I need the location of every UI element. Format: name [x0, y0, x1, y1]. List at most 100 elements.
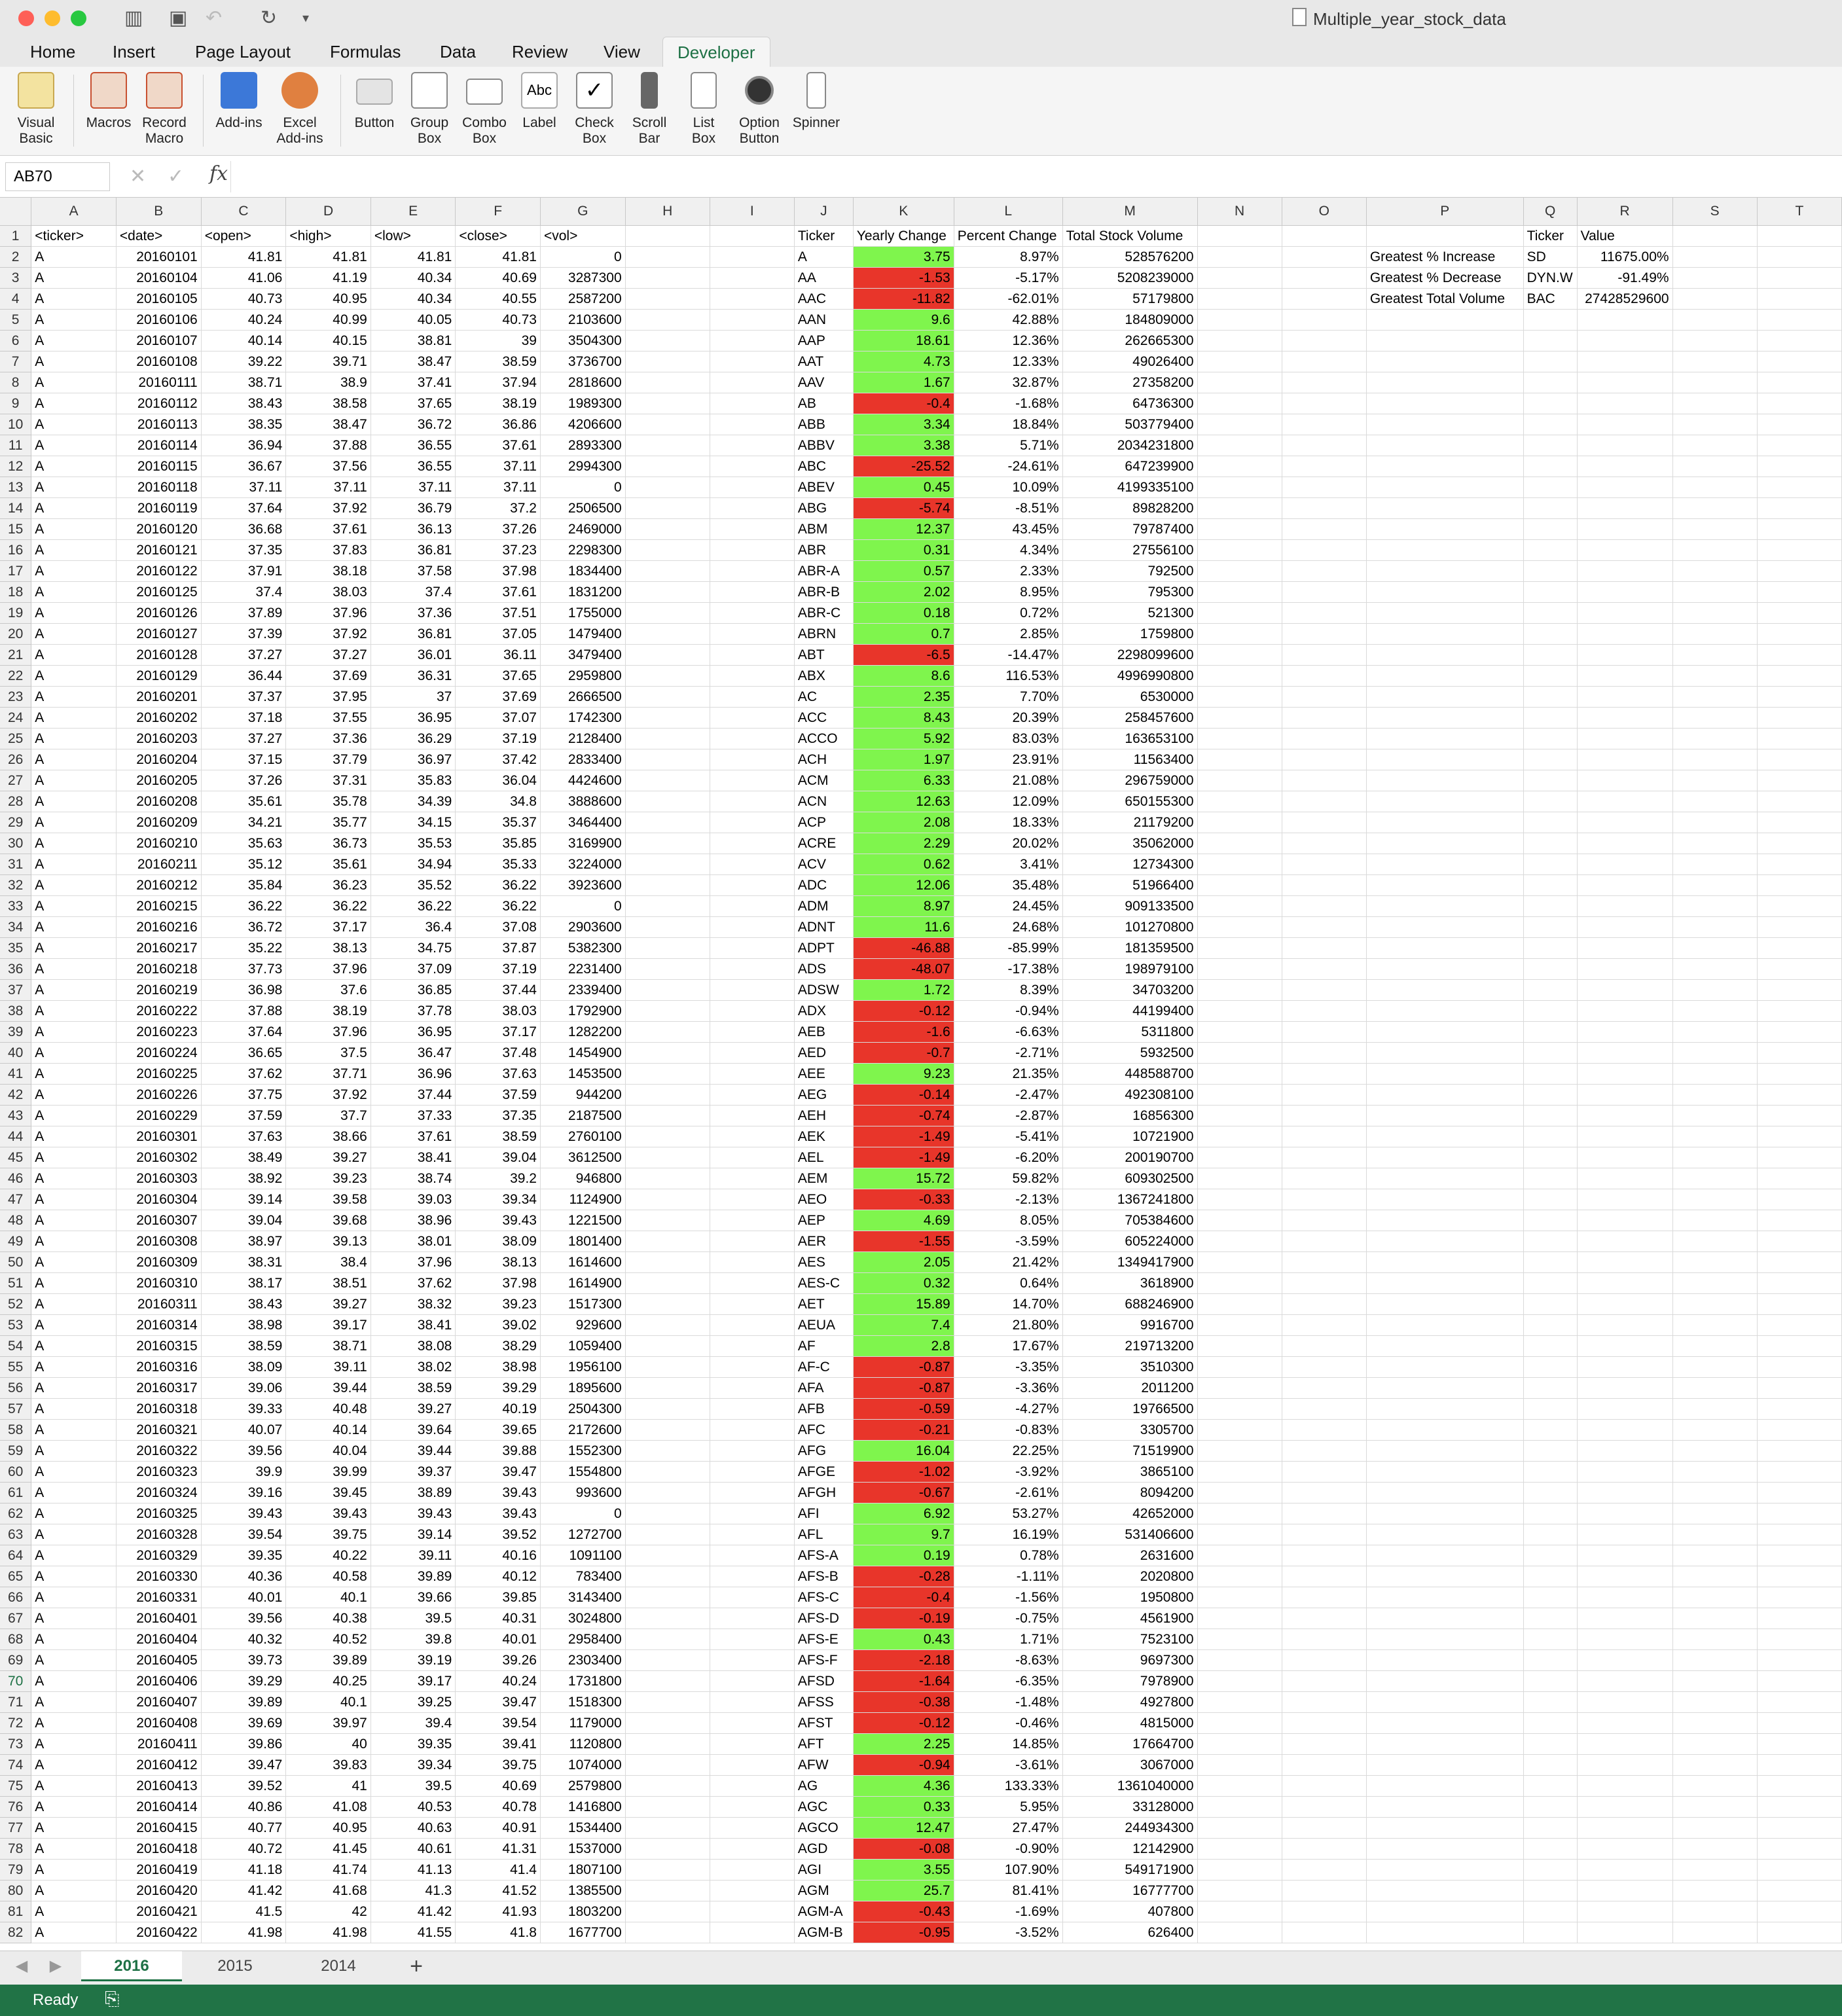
cell-e60[interactable]: 39.37 — [370, 1461, 456, 1483]
cell-m6[interactable]: 262665300 — [1062, 330, 1198, 351]
cell-q39[interactable] — [1523, 1021, 1578, 1043]
cell-t28[interactable] — [1757, 791, 1842, 812]
cell-c80[interactable]: 41.42 — [201, 1880, 287, 1901]
cell-a64[interactable]: A — [31, 1545, 117, 1566]
cell-k71[interactable]: -0.38 — [853, 1691, 954, 1713]
cell-r45[interactable] — [1577, 1147, 1673, 1168]
cell-n8[interactable] — [1197, 372, 1282, 393]
cell-r33[interactable] — [1577, 895, 1673, 917]
cell-j29[interactable]: ACP — [794, 812, 854, 833]
cell-f16[interactable]: 37.23 — [455, 539, 541, 561]
cell-e33[interactable]: 36.22 — [370, 895, 456, 917]
cell-r53[interactable] — [1577, 1314, 1673, 1336]
cell-p4[interactable]: Greatest Total Volume — [1366, 288, 1524, 310]
cell-p3[interactable]: Greatest % Decrease — [1366, 267, 1524, 289]
cell-j76[interactable]: AGC — [794, 1796, 854, 1818]
cell-q75[interactable] — [1523, 1775, 1578, 1797]
row-header[interactable]: 79 — [0, 1859, 32, 1881]
cell-o26[interactable] — [1282, 749, 1367, 770]
cell-l51[interactable]: 0.64% — [954, 1272, 1063, 1294]
cell-k18[interactable]: 2.02 — [853, 581, 954, 603]
cell-s20[interactable] — [1672, 623, 1758, 645]
cell-h77[interactable] — [625, 1817, 710, 1839]
cell-c25[interactable]: 37.27 — [201, 728, 287, 749]
cell-c6[interactable]: 40.14 — [201, 330, 287, 351]
cell-n72[interactable] — [1197, 1712, 1282, 1734]
cell-c64[interactable]: 39.35 — [201, 1545, 287, 1566]
cell-o79[interactable] — [1282, 1859, 1367, 1881]
cell-t80[interactable] — [1757, 1880, 1842, 1901]
cell-s12[interactable] — [1672, 456, 1758, 477]
cell-c81[interactable]: 41.5 — [201, 1901, 287, 1922]
cell-o21[interactable] — [1282, 644, 1367, 666]
cell-f65[interactable]: 40.12 — [455, 1566, 541, 1587]
cell-q71[interactable] — [1523, 1691, 1578, 1713]
cell-j3[interactable]: AA — [794, 267, 854, 289]
cell-c75[interactable]: 39.52 — [201, 1775, 287, 1797]
cell-t32[interactable] — [1757, 874, 1842, 896]
cell-k49[interactable]: -1.55 — [853, 1231, 954, 1252]
cell-d57[interactable]: 40.48 — [285, 1398, 371, 1420]
cell-l36[interactable]: -17.38% — [954, 958, 1063, 980]
cell-r57[interactable] — [1577, 1398, 1673, 1420]
row-header[interactable]: 5 — [0, 309, 32, 331]
cell-m80[interactable]: 16777700 — [1062, 1880, 1198, 1901]
cell-i13[interactable] — [710, 477, 795, 498]
cell-f39[interactable]: 37.17 — [455, 1021, 541, 1043]
cell-n14[interactable] — [1197, 497, 1282, 519]
cell-m38[interactable]: 44199400 — [1062, 1000, 1198, 1022]
cell-a77[interactable]: A — [31, 1817, 117, 1839]
cell-d17[interactable]: 38.18 — [285, 560, 371, 582]
cell-r20[interactable] — [1577, 623, 1673, 645]
cell-p43[interactable] — [1366, 1105, 1524, 1126]
cell-s28[interactable] — [1672, 791, 1758, 812]
cell-j65[interactable]: AFS-B — [794, 1566, 854, 1587]
cell-t11[interactable] — [1757, 435, 1842, 456]
cell-m27[interactable]: 296759000 — [1062, 770, 1198, 791]
cell-s37[interactable] — [1672, 979, 1758, 1001]
cell-q16[interactable] — [1523, 539, 1578, 561]
cell-p1[interactable] — [1366, 225, 1524, 247]
row-header[interactable]: 42 — [0, 1084, 32, 1106]
cell-o73[interactable] — [1282, 1733, 1367, 1755]
cell-e49[interactable]: 38.01 — [370, 1231, 456, 1252]
cell-i1[interactable] — [710, 225, 795, 247]
cell-h23[interactable] — [625, 686, 710, 708]
cell-r50[interactable] — [1577, 1251, 1673, 1273]
cell-o14[interactable] — [1282, 497, 1367, 519]
cell-t45[interactable] — [1757, 1147, 1842, 1168]
cell-n51[interactable] — [1197, 1272, 1282, 1294]
cell-a2[interactable]: A — [31, 246, 117, 268]
cell-h21[interactable] — [625, 644, 710, 666]
cell-t14[interactable] — [1757, 497, 1842, 519]
cell-q53[interactable] — [1523, 1314, 1578, 1336]
cell-t39[interactable] — [1757, 1021, 1842, 1043]
cell-s34[interactable] — [1672, 916, 1758, 938]
cell-i9[interactable] — [710, 393, 795, 414]
cell-r54[interactable] — [1577, 1335, 1673, 1357]
cell-k3[interactable]: -1.53 — [853, 267, 954, 289]
cell-b45[interactable]: 20160302 — [116, 1147, 202, 1168]
customize-toolbar-icon[interactable]: ▾ — [302, 11, 310, 26]
cell-k62[interactable]: 6.92 — [853, 1503, 954, 1524]
row-header[interactable]: 65 — [0, 1566, 32, 1587]
cell-q41[interactable] — [1523, 1063, 1578, 1085]
row-header[interactable]: 43 — [0, 1105, 32, 1126]
cell-k32[interactable]: 12.06 — [853, 874, 954, 896]
cell-g47[interactable]: 1124900 — [540, 1189, 626, 1210]
cell-d80[interactable]: 41.68 — [285, 1880, 371, 1901]
cell-r72[interactable] — [1577, 1712, 1673, 1734]
cell-r30[interactable] — [1577, 833, 1673, 854]
cell-q10[interactable] — [1523, 414, 1578, 435]
cell-i20[interactable] — [710, 623, 795, 645]
cell-h62[interactable] — [625, 1503, 710, 1524]
cell-l46[interactable]: 59.82% — [954, 1168, 1063, 1189]
cell-i54[interactable] — [710, 1335, 795, 1357]
cell-r46[interactable] — [1577, 1168, 1673, 1189]
cell-m75[interactable]: 1361040000 — [1062, 1775, 1198, 1797]
cell-a8[interactable]: A — [31, 372, 117, 393]
cell-d66[interactable]: 40.1 — [285, 1587, 371, 1608]
cell-o30[interactable] — [1282, 833, 1367, 854]
cell-q19[interactable] — [1523, 602, 1578, 624]
cell-d12[interactable]: 37.56 — [285, 456, 371, 477]
